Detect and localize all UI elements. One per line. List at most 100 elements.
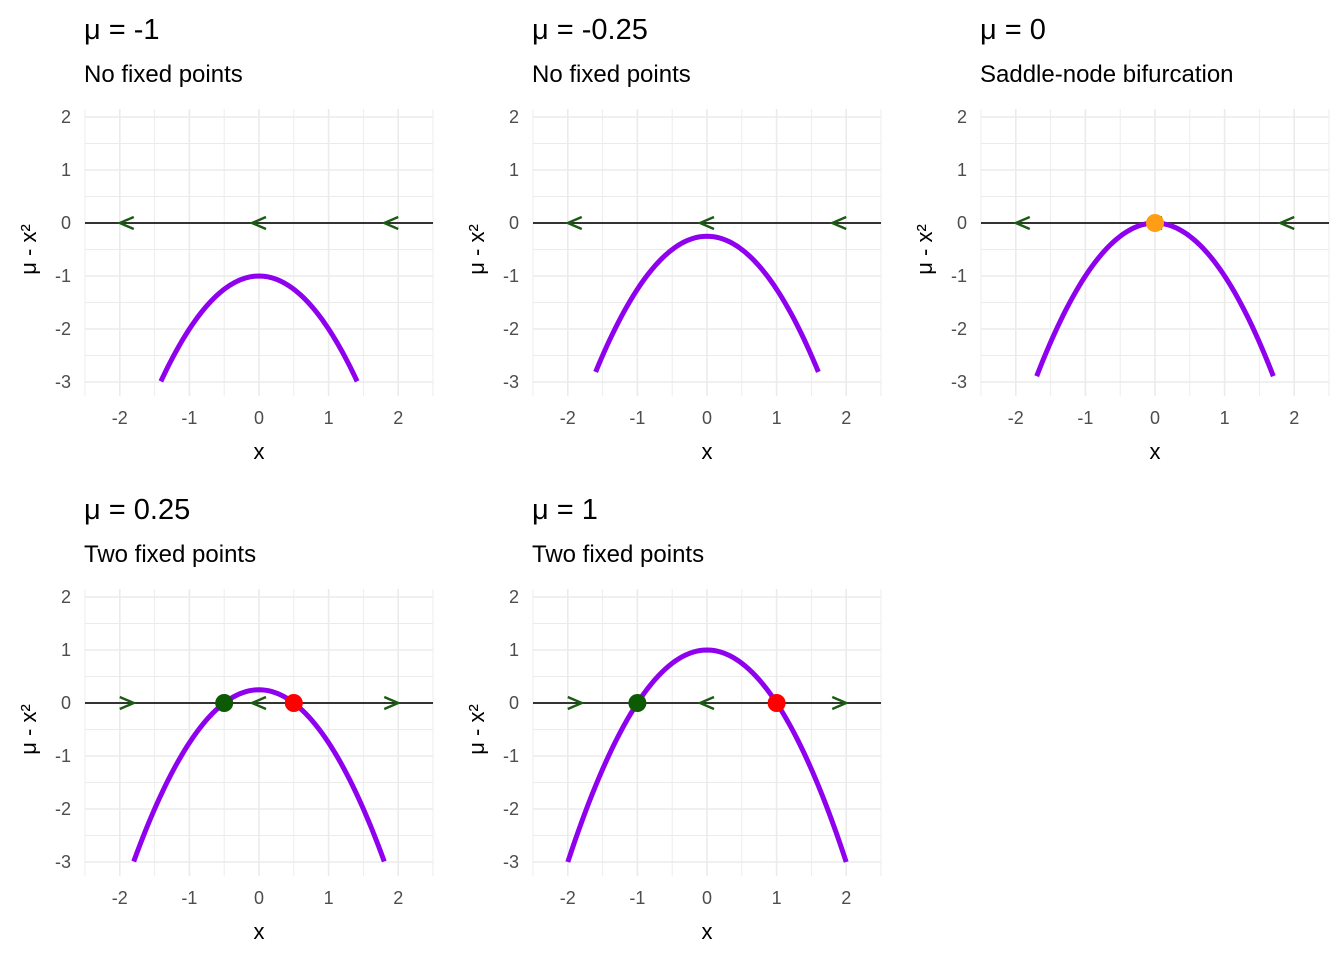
y-tick-label: -2 <box>503 799 519 819</box>
y-tick-label: -1 <box>503 746 519 766</box>
y-tick-label: -3 <box>55 372 71 392</box>
fixed-point-unstable <box>767 694 786 712</box>
x-tick-label: 2 <box>393 408 403 428</box>
y-tick-label: -2 <box>55 319 71 339</box>
flow-arrow-left <box>1012 215 1031 231</box>
y-tick-label: -1 <box>951 266 967 286</box>
y-tick-label: 0 <box>509 693 519 713</box>
panel-title: μ = 0 <box>980 14 1046 46</box>
flow-arrow-right <box>383 695 402 711</box>
flow-arrow-left <box>696 695 715 711</box>
y-tick-label: -1 <box>503 266 519 286</box>
y-tick-label: -2 <box>503 319 519 339</box>
flow-arrow-left <box>381 215 399 231</box>
panel-1: μ = -1 No fixed points -2 -1 0 1 2 -3 -2 -1 0 1 2 x μ … <box>16 14 434 464</box>
panel-subtitle: Saddle-node bifurcation <box>980 61 1234 88</box>
flow-arrow-right <box>831 695 850 711</box>
x-tick-label: 0 <box>1150 408 1160 428</box>
y-tick-label: 0 <box>509 213 519 233</box>
flow-arrow-right <box>119 695 137 711</box>
y-tick-label: 1 <box>509 160 519 180</box>
x-tick-label: 0 <box>702 888 712 908</box>
flow-arrow-right <box>567 695 585 711</box>
y-axis-title: μ - x² <box>912 224 937 275</box>
panel-subtitle: No fixed points <box>84 61 243 88</box>
x-tick-label: -2 <box>112 408 128 428</box>
x-tick-label: -2 <box>112 888 128 908</box>
x-tick-label: 1 <box>772 888 782 908</box>
panel-title: μ = 0.25 <box>84 494 190 526</box>
x-tick-label: -2 <box>560 888 576 908</box>
flow-arrow-left <box>116 215 135 231</box>
x-tick-label: -2 <box>1008 408 1024 428</box>
y-axis-title: μ - x² <box>464 704 489 755</box>
panel-subtitle: Two fixed points <box>84 541 256 568</box>
y-tick-label: -1 <box>55 266 71 286</box>
x-tick-label: 2 <box>841 888 851 908</box>
x-tick-label: 2 <box>1289 408 1299 428</box>
curve-series-1 <box>593 233 821 373</box>
y-tick-label: 0 <box>61 213 71 233</box>
flow-arrow-left <box>564 215 583 231</box>
x-tick-label: -1 <box>181 888 197 908</box>
panel-title: μ = -1 <box>84 14 160 46</box>
curve-series-1 <box>565 647 849 863</box>
curve-series-1 <box>131 687 387 863</box>
grid <box>980 109 1330 396</box>
x-tick-label: 1 <box>1220 408 1230 428</box>
x-axis-title: x <box>702 919 713 944</box>
grid <box>532 589 882 876</box>
flow-arrow-left <box>248 695 267 711</box>
panel-3: μ = 0 Saddle-node bifurcation -2 -1 0 1 2 -3 -2 -… <box>912 14 1330 464</box>
fixed-point-unstable <box>284 694 303 712</box>
panel-title: μ = -0.25 <box>532 14 648 46</box>
grid <box>84 109 434 396</box>
fixed-point-stable <box>215 694 234 712</box>
y-tick-label: 2 <box>61 587 71 607</box>
flow-arrow-left <box>248 215 267 231</box>
y-tick-label: 1 <box>957 160 967 180</box>
y-tick-label: 2 <box>957 107 967 127</box>
flow-arrow-left <box>829 215 847 231</box>
y-tick-label: -3 <box>951 372 967 392</box>
grid <box>532 109 882 396</box>
y-tick-label: 1 <box>61 640 71 660</box>
panel-subtitle: No fixed points <box>532 61 691 88</box>
y-tick-label: 0 <box>61 693 71 713</box>
y-tick-label: -2 <box>55 799 71 819</box>
y-tick-label: -3 <box>503 852 519 872</box>
y-tick-label: 1 <box>509 640 519 660</box>
y-axis-title: μ - x² <box>464 224 489 275</box>
fixed-point-stable <box>628 694 647 712</box>
flow-arrow-left <box>696 215 715 231</box>
y-tick-label: 1 <box>61 160 71 180</box>
grid <box>84 589 434 876</box>
y-tick-label: 2 <box>509 107 519 127</box>
panel-title: μ = 1 <box>532 494 598 526</box>
x-tick-label: -1 <box>1077 408 1093 428</box>
x-tick-label: -1 <box>629 408 645 428</box>
y-axis-title: μ - x² <box>16 224 41 275</box>
panel-5: μ = 1 Two fixed points -2 -1 0 1 2 -3 -2 -1 0 1 2 x μ … <box>464 494 882 944</box>
x-tick-label: 1 <box>772 408 782 428</box>
y-tick-label: 2 <box>509 587 519 607</box>
x-tick-label: -1 <box>629 888 645 908</box>
fixed-point-semi-stable <box>1146 214 1164 232</box>
y-tick-label: -2 <box>951 319 967 339</box>
panel-2: μ = -0.25 No fixed points -2 -1 0 1 2 -3 -2 -1 0 1 2… <box>464 14 882 464</box>
curve-series-1 <box>158 273 360 383</box>
x-axis-title: x <box>254 919 265 944</box>
y-axis-title: μ - x² <box>16 704 41 755</box>
panel-4: μ = 0.25 Two fixed points -2 -1 0 1 2 -3 -2 -1 0 1 2… <box>16 494 434 944</box>
y-tick-label: -3 <box>503 372 519 392</box>
x-tick-label: -1 <box>181 408 197 428</box>
flow-arrow-left <box>1277 215 1295 231</box>
x-tick-label: 0 <box>254 408 264 428</box>
x-tick-label: -2 <box>560 408 576 428</box>
x-tick-label: 0 <box>254 888 264 908</box>
x-axis-title: x <box>1150 439 1161 464</box>
x-tick-label: 1 <box>324 888 334 908</box>
y-tick-label: -3 <box>55 852 71 872</box>
